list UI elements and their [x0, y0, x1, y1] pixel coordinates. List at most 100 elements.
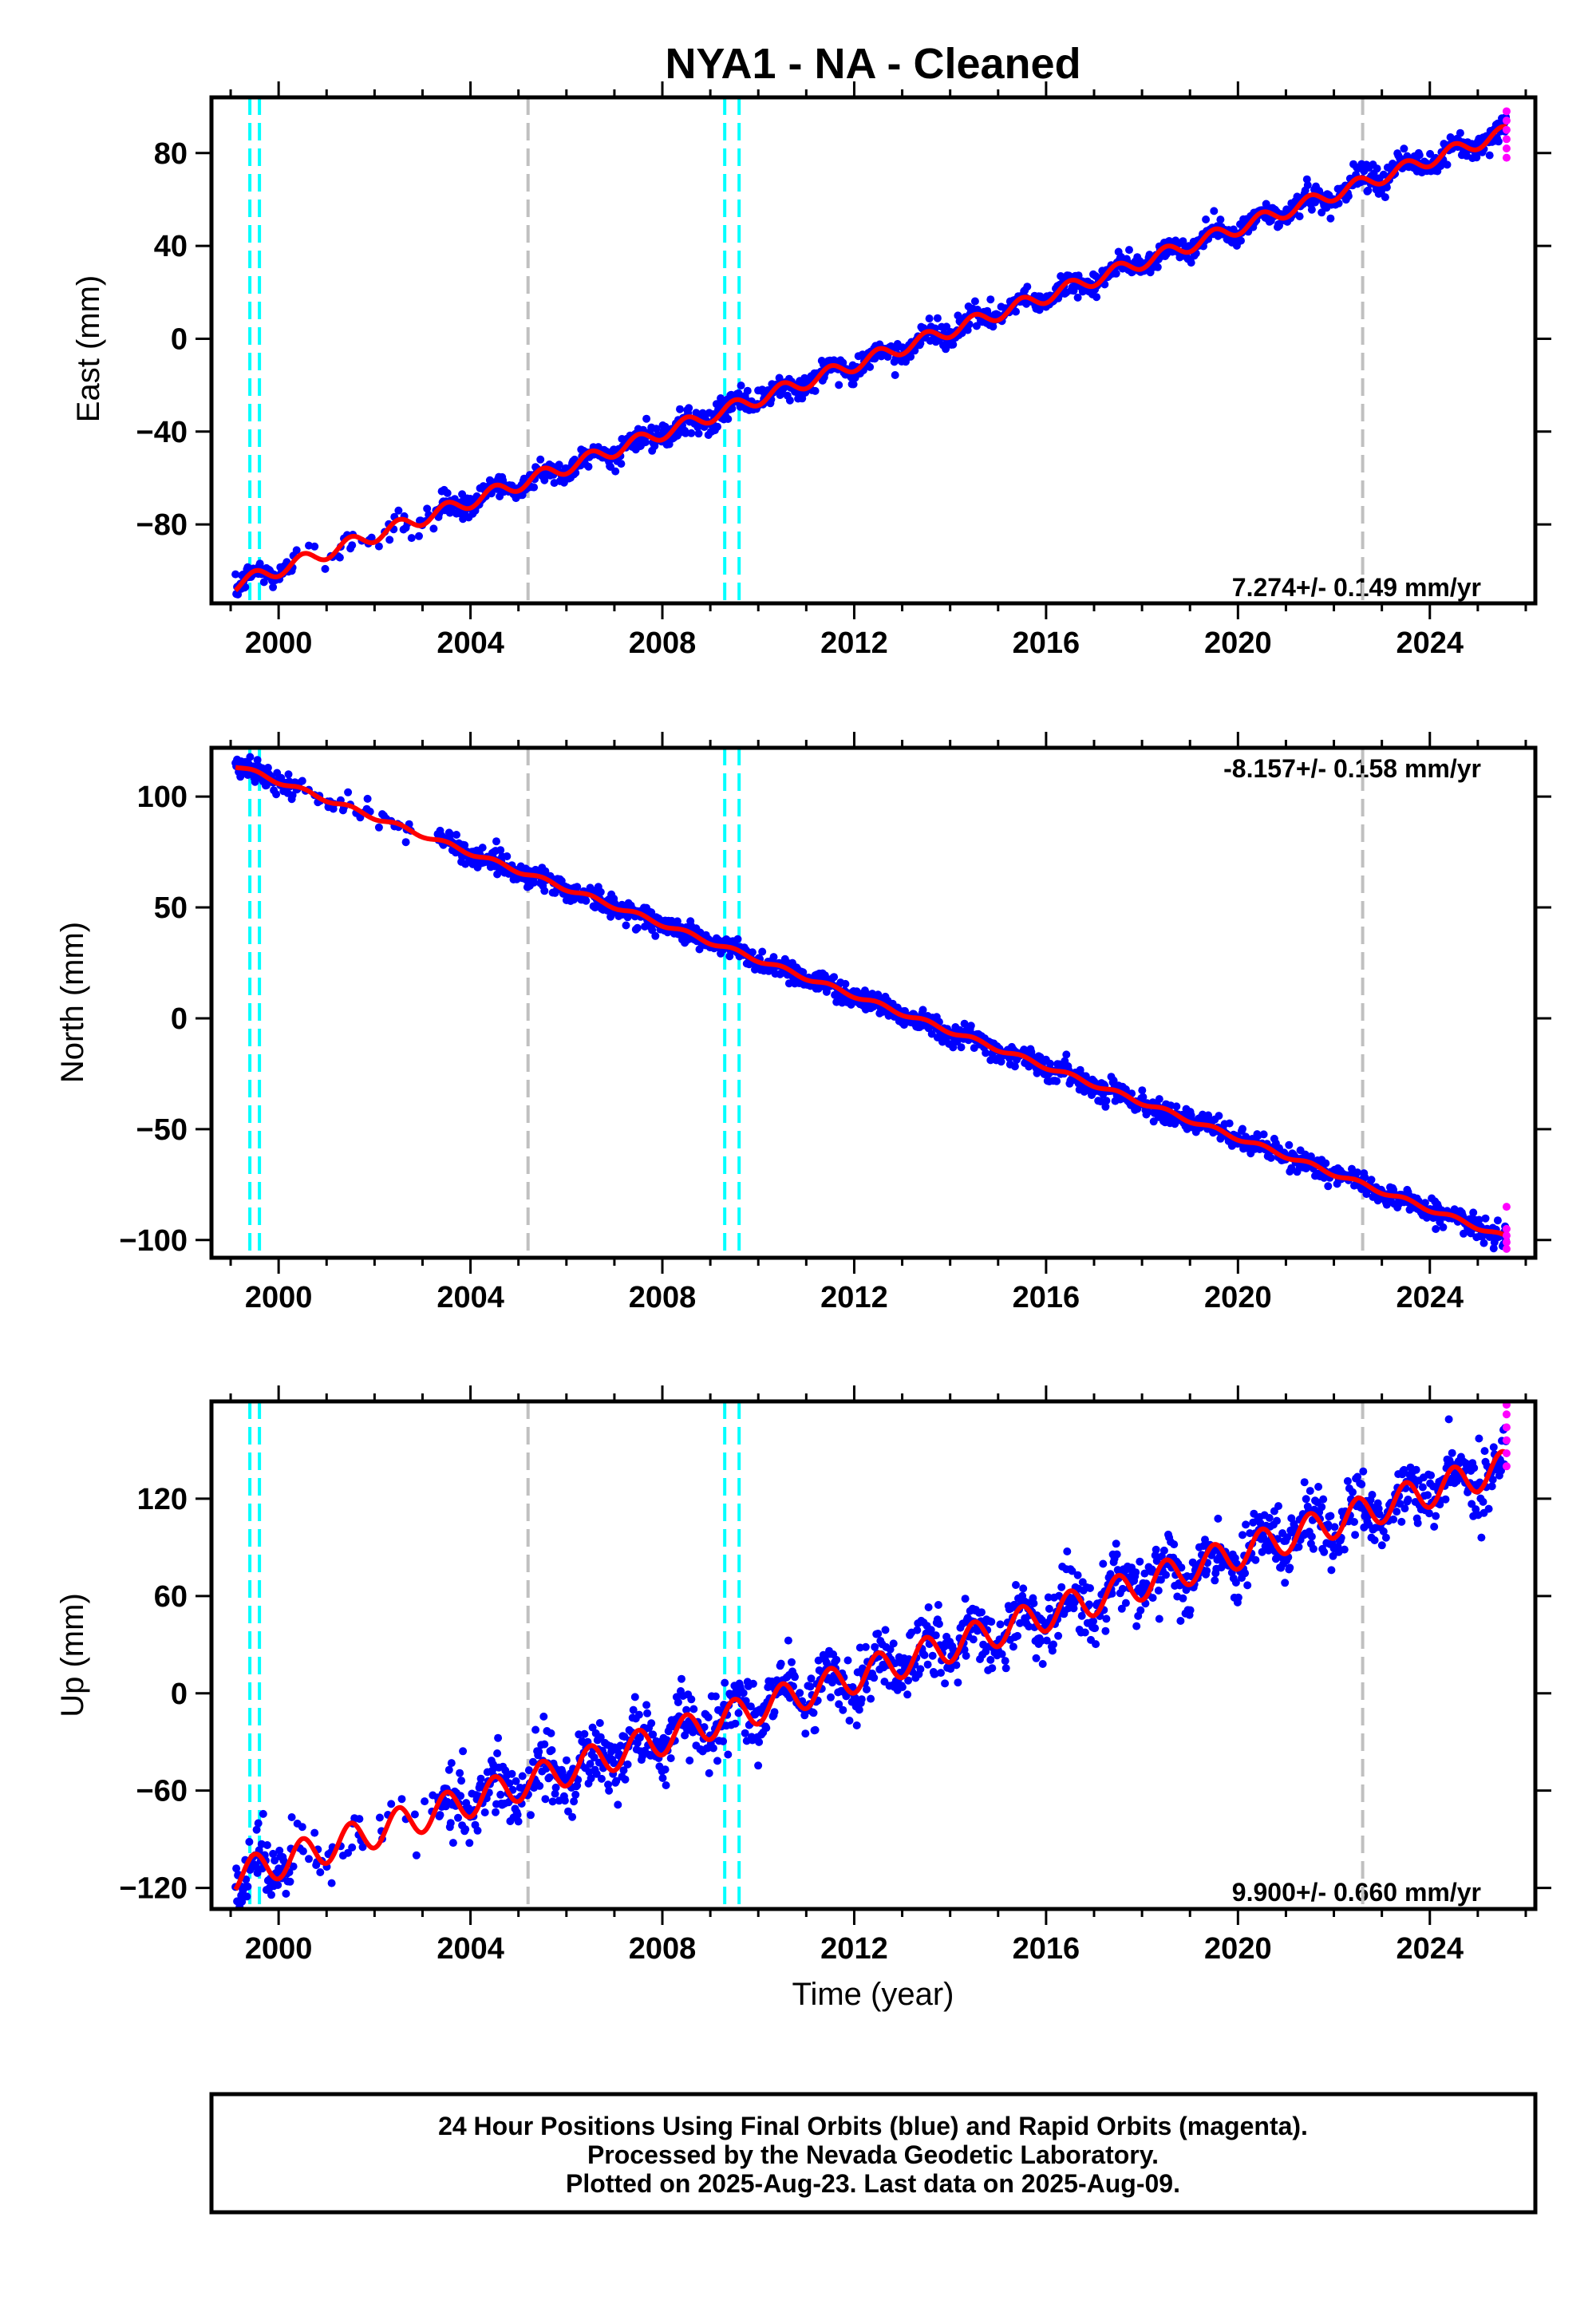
final-orbit-point: [1202, 215, 1211, 223]
up-rate-label: 9.900+/- 0.660 mm/yr: [1232, 1878, 1481, 1907]
final-orbit-point: [734, 1709, 743, 1717]
final-orbit-point: [1472, 153, 1481, 162]
final-orbit-point: [848, 1683, 857, 1691]
final-orbit-point: [986, 295, 995, 304]
final-orbit-point: [1013, 1631, 1021, 1640]
final-orbit-point: [642, 414, 651, 423]
final-orbit-point: [412, 1851, 421, 1860]
final-orbit-point: [986, 1056, 995, 1065]
final-orbit-point: [446, 1819, 455, 1828]
final-orbit-point: [1285, 1140, 1294, 1149]
final-orbit-point: [1286, 1563, 1294, 1572]
final-orbit-point: [512, 1777, 520, 1785]
final-orbit-point: [845, 1717, 854, 1725]
final-orbit-point: [1186, 1606, 1195, 1614]
final-orbit-point: [1153, 263, 1162, 271]
final-orbit-point: [358, 1843, 367, 1852]
final-orbit-point: [604, 1780, 612, 1789]
final-orbit-point: [574, 1776, 583, 1784]
final-orbit-point: [1379, 170, 1388, 179]
final-orbit-point: [1443, 160, 1452, 169]
final-orbit-point: [407, 534, 416, 543]
final-orbit-point: [1037, 1637, 1045, 1646]
final-orbit-point: [969, 1635, 978, 1644]
final-orbit-point: [1112, 1550, 1121, 1559]
x-tick-label: 2012: [820, 1281, 888, 1314]
final-orbit-point: [891, 371, 899, 379]
final-orbit-point: [514, 1817, 523, 1826]
final-orbit-point: [685, 1757, 694, 1765]
x-tick-label: 2004: [437, 1932, 504, 1966]
rapid-orbit-point: [1502, 153, 1511, 162]
final-orbit-point: [1016, 1618, 1025, 1627]
final-orbit-point: [1487, 1482, 1496, 1491]
final-orbit-point: [832, 1655, 841, 1664]
final-orbit-point: [536, 455, 545, 464]
final-orbit-point: [614, 1800, 622, 1809]
final-orbit-point: [719, 1737, 728, 1745]
final-orbit-point: [1469, 1208, 1478, 1217]
final-orbit-point: [545, 1773, 554, 1782]
x-tick-label: 2020: [1204, 1932, 1272, 1966]
final-orbit-point: [1038, 1660, 1047, 1668]
final-orbit-point: [1156, 1575, 1165, 1584]
final-orbit-point: [687, 1695, 696, 1704]
final-orbit-point: [568, 1812, 577, 1821]
x-tick-label: 2024: [1396, 1281, 1464, 1314]
x-tick-label: 2020: [1204, 1281, 1272, 1314]
final-orbit-point: [1265, 1514, 1274, 1522]
final-orbit-point: [1302, 1495, 1310, 1504]
final-orbit-point: [580, 1729, 589, 1738]
final-orbit-point: [1258, 1547, 1266, 1556]
final-orbit-point: [754, 1761, 763, 1770]
final-orbit-point: [1099, 1559, 1108, 1568]
final-orbit-point: [871, 1642, 879, 1651]
final-orbit-point: [776, 1659, 785, 1668]
final-orbit-point: [997, 1057, 1005, 1066]
model-fit-line: [233, 1448, 1508, 1891]
final-orbit-point: [1238, 1124, 1246, 1133]
final-orbit-point: [923, 1660, 932, 1669]
final-orbit-point: [858, 1664, 867, 1673]
final-orbit-point: [721, 1678, 729, 1687]
final-orbit-point: [886, 1645, 895, 1654]
final-orbit-point: [231, 570, 240, 579]
east-panel: East (mm) 7.274+/- 0.149 mm/yr 2000 2004 2…: [71, 81, 1551, 660]
final-orbit-point: [587, 1774, 595, 1783]
final-orbit-point: [1187, 1111, 1195, 1120]
final-orbit-point: [676, 405, 684, 413]
x-tick-label: 2012: [820, 626, 888, 660]
final-orbit-point: [443, 488, 452, 497]
final-orbit-point: [941, 1679, 950, 1688]
rapid-orbit-point: [1502, 144, 1511, 152]
final-orbit-point: [271, 1856, 279, 1865]
final-orbit-point: [1415, 151, 1424, 160]
final-orbit-point: [254, 1819, 263, 1828]
final-orbit-point: [1412, 1465, 1420, 1474]
final-orbit-point: [287, 1813, 296, 1821]
final-orbit-point: [1324, 1520, 1333, 1529]
final-orbit-point: [1393, 1508, 1401, 1516]
final-orbit-point: [1324, 1182, 1333, 1191]
final-orbit-point: [1273, 1516, 1281, 1525]
final-orbit-point: [1327, 1566, 1336, 1575]
final-orbit-point: [588, 1723, 597, 1732]
final-orbit-point: [918, 1006, 927, 1014]
y-tick-label: −120: [119, 1872, 188, 1906]
final-orbit-point: [1234, 1593, 1242, 1602]
final-orbit-point: [623, 1760, 632, 1769]
final-orbit-point: [835, 1700, 843, 1709]
final-orbit-point: [423, 504, 432, 513]
final-orbit-point: [243, 1892, 251, 1901]
final-orbit-point: [775, 373, 784, 382]
plot-area: [231, 1401, 1511, 1909]
final-orbit-point: [570, 1797, 579, 1806]
final-orbit-point: [284, 770, 293, 779]
final-orbit-point: [1436, 162, 1445, 170]
final-orbit-point: [807, 1674, 816, 1683]
final-orbit-point: [934, 1619, 943, 1628]
final-orbit-point: [298, 1847, 307, 1856]
y-tick-label: −100: [119, 1224, 188, 1258]
final-orbit-point: [927, 1030, 936, 1038]
final-orbit-point: [448, 1839, 457, 1848]
